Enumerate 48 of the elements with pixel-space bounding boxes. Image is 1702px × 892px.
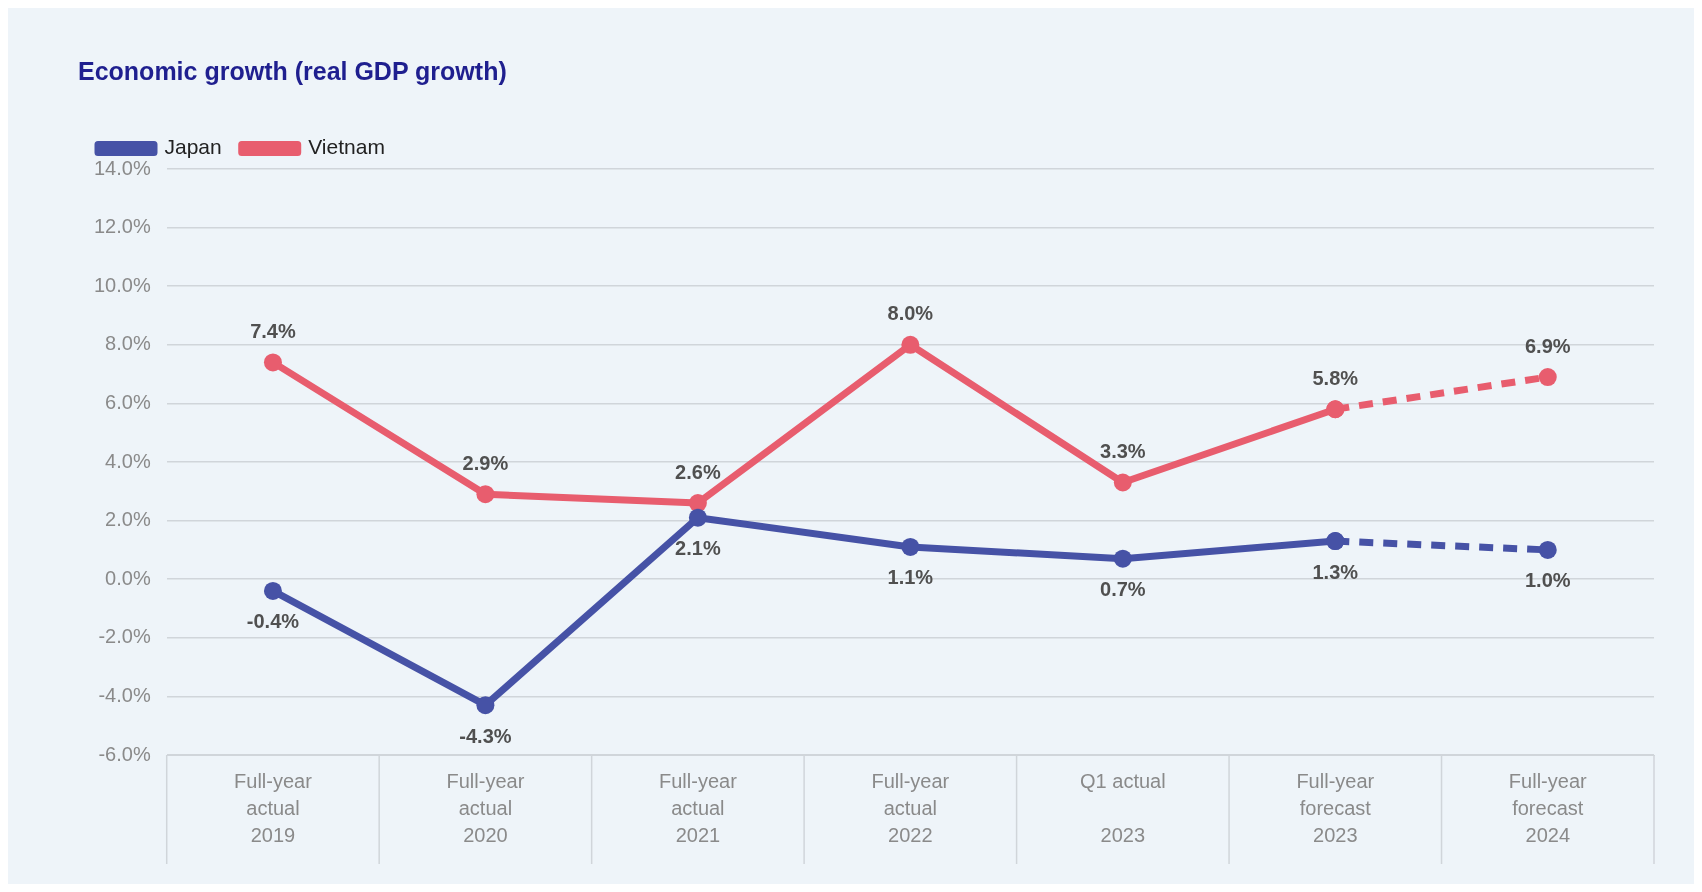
data-label: -0.4% — [246, 610, 300, 633]
data-label: 5.8% — [1312, 366, 1359, 389]
point — [901, 537, 920, 556]
point — [476, 696, 495, 715]
data-label: 1.1% — [887, 566, 934, 589]
legend-label: Vietnam — [308, 135, 385, 159]
point — [1538, 368, 1557, 387]
point — [1538, 540, 1557, 559]
y-tick-label: 14.0% — [93, 156, 151, 179]
data-label: 7.4% — [250, 319, 296, 342]
data-label: 0.7% — [1100, 578, 1146, 601]
point — [1113, 473, 1132, 492]
y-tick-label: 6.0% — [105, 390, 151, 413]
x-tick-label: Full-year actual 2019 — [234, 770, 313, 847]
point — [476, 485, 495, 504]
y-tick-label: 10.0% — [93, 273, 151, 296]
x-tick-label: Full-year actual 2020 — [446, 770, 525, 847]
y-tick-label: 4.0% — [105, 449, 151, 472]
x-tick-label: Full-year actual 2022 — [871, 770, 950, 847]
point — [263, 353, 282, 372]
y-tick-label: 8.0% — [105, 332, 151, 355]
data-label: 3.3% — [1100, 440, 1146, 463]
y-tick-label: 0.0% — [105, 566, 151, 589]
y-tick-label: -6.0% — [98, 742, 151, 765]
data-label: 2.9% — [462, 451, 509, 474]
data-label: 8.0% — [887, 302, 934, 325]
point — [901, 335, 920, 354]
y-tick-label: -2.0% — [98, 625, 151, 648]
y-tick-label: 2.0% — [105, 508, 151, 531]
point — [1326, 400, 1345, 419]
data-label: 2.6% — [675, 460, 721, 483]
y-tick-label: 12.0% — [93, 215, 151, 238]
category-label: Q1 actual 2023 — [1080, 770, 1166, 847]
data-label: 6.9% — [1524, 334, 1571, 357]
chart-title: Economic growth (real GDP growth) — [78, 56, 507, 85]
x-tick-label: Full-year forecast 2023 — [1296, 770, 1375, 847]
x-tick-label: Full-year actual 2021 — [658, 770, 738, 847]
data-label: 1.0% — [1524, 569, 1571, 592]
y-tick-label: -4.0% — [98, 683, 151, 706]
data-label: -4.3% — [459, 724, 512, 747]
data-label: 2.1% — [675, 537, 721, 560]
point — [1326, 532, 1345, 551]
point — [688, 508, 707, 527]
x-tick-label: Full-year forecast 2024 — [1508, 770, 1587, 847]
data-label: 1.3% — [1312, 560, 1359, 583]
point — [263, 581, 282, 600]
point — [1113, 549, 1132, 568]
legend-label: Japan — [164, 135, 222, 159]
